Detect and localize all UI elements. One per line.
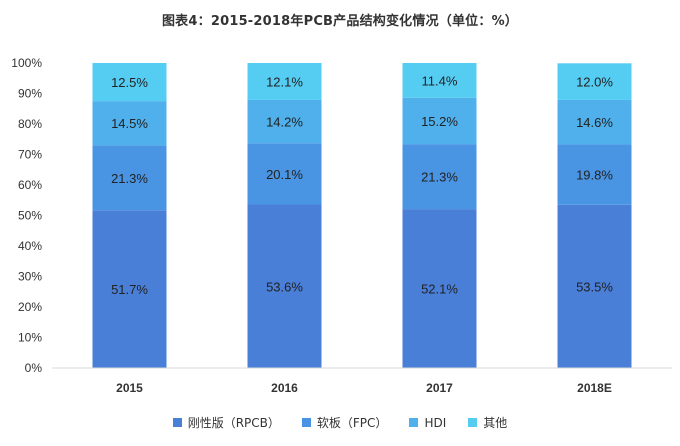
data-label: 14.2% xyxy=(266,115,303,130)
bar-segment xyxy=(92,145,167,211)
y-tick-label: 0% xyxy=(25,361,43,375)
legend-item-rpcb: 刚性版（RPCB） xyxy=(172,414,280,431)
legend-label: 软板（FPC） xyxy=(316,416,388,430)
data-label: 21.3% xyxy=(111,171,148,186)
y-axis: 0% 10% 20% 30% 40% 50% 60% 70% 80% 90% 100% xyxy=(11,56,42,375)
legend-swatch xyxy=(409,418,419,427)
legend-swatch xyxy=(301,418,311,427)
x-tick-label: 2016 xyxy=(271,381,298,395)
data-label: 53.5% xyxy=(576,279,613,294)
y-tick-label: 100% xyxy=(11,56,42,70)
bar-labels: 51.7% 21.3% 14.5% 12.5% 53.6% 20.1% 14.2% 12.1%… xyxy=(111,73,613,297)
bar-segment xyxy=(557,144,632,205)
x-tick-label: 2017 xyxy=(426,381,453,395)
data-label: 12.1% xyxy=(266,74,303,89)
data-label: 52.1% xyxy=(421,282,458,297)
x-tick-label: 2015 xyxy=(116,381,143,395)
legend-label: HDI xyxy=(424,415,447,430)
y-tick-label: 30% xyxy=(18,270,42,284)
bar-segment xyxy=(92,210,167,368)
chart-title: 图表4：2015-2018年PCB产品结构变化情况（单位：%） xyxy=(161,14,518,29)
x-axis: 2015 2016 2017 2018E xyxy=(52,367,672,395)
y-tick-label: 90% xyxy=(18,87,42,101)
bar-segment xyxy=(402,144,477,210)
bar-segment xyxy=(92,63,167,102)
y-tick-label: 60% xyxy=(18,178,42,192)
data-label: 14.5% xyxy=(111,116,148,131)
y-tick-label: 50% xyxy=(18,209,42,223)
data-label: 51.7% xyxy=(111,282,148,297)
legend-swatch xyxy=(172,418,182,427)
y-tick-label: 10% xyxy=(18,331,42,345)
bar-segment xyxy=(557,99,632,145)
bar-segment xyxy=(557,204,632,368)
legend-item-other: 其他 xyxy=(468,414,507,431)
data-label: 19.8% xyxy=(576,168,613,183)
x-tick-label: 2018E xyxy=(577,381,612,395)
bar-segment xyxy=(247,204,322,368)
data-label: 53.6% xyxy=(266,279,303,294)
data-label: 21.3% xyxy=(421,170,458,185)
data-label: 14.6% xyxy=(576,115,613,130)
y-tick-label: 40% xyxy=(18,239,42,253)
bar-segment xyxy=(402,209,477,368)
legend-label: 刚性版（RPCB） xyxy=(187,416,280,430)
legend-item-hdi: HDI xyxy=(409,414,446,431)
data-label: 12.5% xyxy=(111,75,148,90)
bar-segment xyxy=(92,101,167,146)
bar-segment xyxy=(557,63,632,100)
data-label: 12.0% xyxy=(576,75,613,90)
y-tick-label: 20% xyxy=(18,300,42,314)
data-label: 20.1% xyxy=(266,167,303,182)
bar-segment xyxy=(247,143,322,205)
bar-segment xyxy=(247,99,322,144)
legend: 刚性版（RPCB） 软板（FPC） HDI 其他 xyxy=(0,414,680,431)
legend-item-fpc: 软板（FPC） xyxy=(301,414,388,431)
bar-segment xyxy=(402,97,477,145)
y-tick-label: 80% xyxy=(18,117,42,131)
legend-swatch xyxy=(468,418,478,427)
bars xyxy=(92,63,632,368)
data-label: 15.2% xyxy=(421,114,458,129)
y-tick-label: 70% xyxy=(18,148,42,162)
legend-label: 其他 xyxy=(483,416,508,430)
data-label: 11.4% xyxy=(422,73,458,88)
bar-segment xyxy=(247,63,322,100)
bar-segment xyxy=(402,63,477,98)
